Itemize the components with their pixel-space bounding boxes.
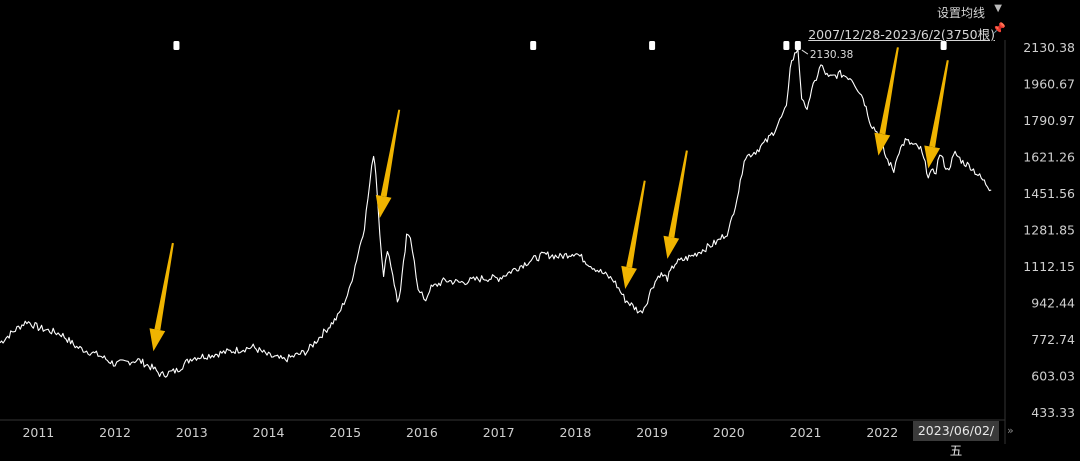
annotation-arrow: [874, 47, 899, 156]
y-tick-label: 433.33: [1031, 405, 1075, 420]
x-tick-label: 2017: [483, 425, 515, 440]
x-tick-label: 2019: [636, 425, 668, 440]
double-chevron-right-icon[interactable]: »: [1007, 424, 1014, 437]
y-tick-label: 772.74: [1031, 332, 1075, 347]
event-marker: [530, 41, 537, 50]
event-marker: [794, 41, 801, 50]
annotation-arrow-head: [149, 328, 166, 352]
event-marker: [783, 41, 790, 50]
annotation-arrow-head: [621, 265, 637, 289]
annotation-arrow: [149, 242, 174, 352]
annotation-arrow: [375, 109, 401, 218]
annotation-arrow: [621, 180, 646, 289]
annotation-arrow: [663, 150, 688, 259]
y-tick-label: 1281.85: [1023, 223, 1075, 238]
event-marker: [649, 41, 656, 50]
peak-pointer: [801, 49, 809, 55]
annotation-arrow: [924, 60, 949, 169]
annotation-arrow-shaft: [626, 180, 646, 268]
event-marker: [940, 41, 947, 50]
pin-icon[interactable]: 📌: [992, 22, 1006, 35]
chevron-down-icon[interactable]: ▼: [994, 3, 1002, 14]
chart-area[interactable]: 2130.38 1960.67 1790.97 1621.26 1451.56 1281.…: [0, 0, 1080, 444]
y-tick-label: 1790.97: [1023, 113, 1075, 128]
moving-average-setting[interactable]: 设置均线: [936, 6, 985, 20]
price-line: [0, 48, 992, 378]
x-tick-label: 2018: [559, 425, 591, 440]
x-tick-label: 2014: [253, 425, 285, 440]
annotation-arrow-head: [375, 194, 392, 218]
y-tick-label: 1451.56: [1023, 186, 1075, 201]
x-tick-label: 2012: [99, 425, 131, 440]
annotation-arrow-shaft: [154, 242, 174, 331]
x-tick-label: 2015: [329, 425, 361, 440]
x-tick-label: 2021: [790, 425, 822, 440]
date-range-label[interactable]: 2007/12/28-2023/6/2(3750根): [808, 27, 995, 42]
y-tick-label: 2130.38: [1023, 40, 1075, 55]
y-tick-label: 1112.15: [1023, 259, 1075, 274]
y-tick-label: 942.44: [1031, 296, 1075, 311]
annotation-arrow-head: [924, 145, 941, 169]
annotation-arrow-shaft: [380, 109, 401, 197]
x-tick-label: 2016: [406, 425, 438, 440]
event-marker: [173, 41, 180, 50]
y-tick-label: 1621.26: [1023, 150, 1075, 165]
annotation-arrow-head: [663, 235, 680, 259]
annotation-arrow-shaft: [879, 47, 899, 135]
x-tick-label: 2022: [866, 425, 898, 440]
annotation-arrow-shaft: [668, 150, 688, 238]
current-date-badge: 2023/06/02/五: [913, 421, 999, 458]
x-tick-label: 2013: [176, 425, 208, 440]
annotation-arrow-head: [874, 132, 891, 156]
y-tick-label: 1960.67: [1023, 77, 1075, 92]
x-tick-label: 2011: [22, 425, 54, 440]
annotation-arrow-shaft: [929, 60, 949, 148]
peak-value-label: 2130.38: [810, 49, 853, 61]
x-tick-label: 2020: [713, 425, 745, 440]
y-tick-label: 603.03: [1031, 369, 1075, 384]
